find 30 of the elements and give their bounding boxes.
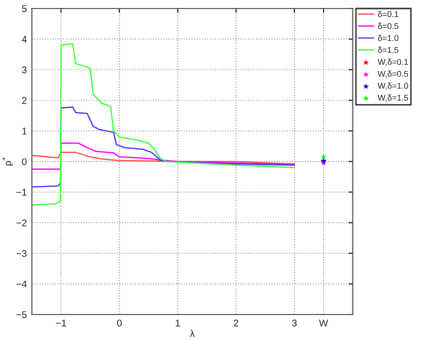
line-series: [32, 152, 296, 165]
x-tick-label: W: [319, 320, 328, 326]
y-tick-label: 4: [22, 36, 27, 43]
line-series: [32, 43, 296, 206]
y-tick-label: 2: [22, 97, 27, 104]
x-tick-label: 0: [117, 320, 122, 326]
x-tick-label: 2: [234, 320, 238, 326]
y-tick-label: −4: [16, 280, 27, 288]
y-tick-label: −5: [16, 311, 27, 318]
x-axis-title: λ: [190, 330, 195, 337]
legend-label: W,δ=0.5: [378, 70, 408, 78]
y-tick-label: 1: [22, 128, 27, 134]
legend-label: W,δ=1.0: [378, 82, 408, 90]
y-tick-label: 3: [22, 66, 27, 74]
y-tick-label: 0: [22, 158, 27, 166]
y-tick-label: −2: [16, 219, 27, 226]
legend-label: δ=0.5: [378, 22, 398, 30]
x-tick-label: 3: [292, 320, 297, 326]
y-tick-label: −1: [16, 188, 27, 196]
x-tick-label: 1: [176, 320, 180, 326]
legend-label: W,δ=0.1: [378, 58, 408, 66]
legend-label: δ=1.5: [378, 46, 398, 53]
line-series: [32, 142, 296, 170]
y-tick-label: 5: [22, 5, 27, 12]
legend-label: δ=0.1: [378, 11, 398, 18]
y-axis-title: ρ$^{*}$: [2, 157, 14, 166]
x-tick-label: −1: [56, 320, 66, 326]
y-tick-label: −3: [16, 250, 27, 257]
legend-label: δ=1.0: [378, 34, 398, 41]
legend-label: W,δ=1.5: [378, 94, 408, 102]
